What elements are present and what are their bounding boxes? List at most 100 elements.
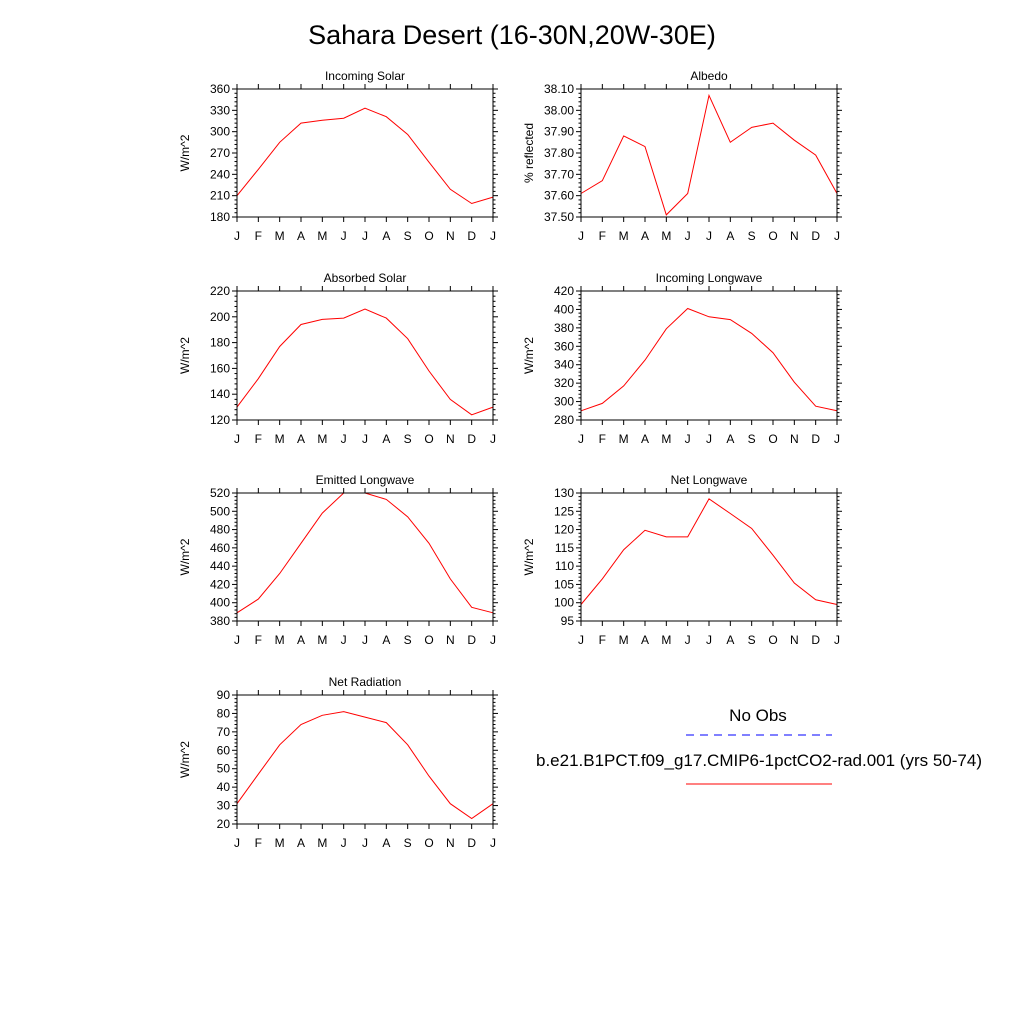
net-longwave-ytick-label: 110 [555, 559, 574, 573]
emitted-longwave-ytick-label: 520 [210, 486, 230, 500]
incoming-solar-xtick-label: J [362, 229, 368, 243]
incoming-longwave-xtick-label: J [834, 432, 840, 446]
emitted-longwave-xtick-label: J [490, 633, 496, 647]
absorbed-solar-xtick-label: M [275, 432, 285, 446]
albedo-xtick-label: J [578, 229, 584, 243]
albedo-xtick-label: J [685, 229, 691, 243]
legend-obs-label: No Obs [729, 706, 787, 725]
net-radiation-xtick-label: J [362, 836, 368, 850]
albedo-xtick-label: M [619, 229, 629, 243]
net-radiation-xtick-label: A [297, 836, 305, 850]
absorbed-solar-title: Absorbed Solar [324, 271, 407, 285]
absorbed-solar-xtick-label: J [341, 432, 347, 446]
incoming-longwave-xtick-label: A [726, 432, 734, 446]
net-longwave-xtick-label: J [685, 633, 691, 647]
incoming-longwave-xtick-label: M [619, 432, 629, 446]
emitted-longwave-xtick-label: F [255, 633, 262, 647]
incoming-solar-ytick-label: 180 [210, 210, 230, 224]
incoming-longwave-xtick-label: N [790, 432, 799, 446]
incoming-longwave-xtick-label: J [685, 432, 691, 446]
incoming-solar-ytick-label: 300 [210, 125, 230, 139]
albedo-xtick-label: N [790, 229, 799, 243]
net-longwave-xtick-label: A [726, 633, 734, 647]
emitted-longwave-ylabel: W/m^2 [178, 538, 192, 575]
emitted-longwave-xtick-label: A [297, 633, 305, 647]
net-radiation-series-line [236, 711, 494, 820]
incoming-solar-xtick-label: S [404, 229, 412, 243]
net-longwave-xtick-label: J [706, 633, 712, 647]
emitted-longwave-xtick-label: M [317, 633, 327, 647]
incoming-longwave-series-line [580, 307, 838, 412]
emitted-longwave-xtick-label: D [467, 633, 476, 647]
net-radiation-ytick-label: 50 [217, 762, 231, 776]
net-longwave-xtick-label: A [641, 633, 649, 647]
net-radiation-ytick-label: 80 [217, 706, 231, 720]
incoming-longwave-xtick-label: J [578, 432, 584, 446]
emitted-longwave-title: Emitted Longwave [316, 473, 415, 487]
incoming-longwave-xtick-label: M [661, 432, 671, 446]
emitted-longwave-series-line [236, 492, 494, 614]
albedo-series-line [580, 93, 838, 216]
incoming-solar-ytick-label: 360 [210, 82, 230, 96]
incoming-longwave-xtick-label: O [768, 432, 777, 446]
emitted-longwave-xtick-label: J [341, 633, 347, 647]
incoming-solar-xtick-label: J [341, 229, 347, 243]
incoming-longwave-ytick-label: 340 [554, 358, 574, 372]
absorbed-solar-xtick-label: J [362, 432, 368, 446]
emitted-longwave-ytick-label: 500 [210, 504, 230, 518]
net-radiation-xtick-label: M [275, 836, 285, 850]
emitted-longwave-frame [236, 492, 494, 622]
net-longwave-xtick-label: S [748, 633, 756, 647]
albedo-ytick-label: 37.90 [544, 125, 574, 139]
incoming-solar-title: Incoming Solar [325, 69, 405, 83]
albedo-ylabel: % reflected [522, 123, 536, 183]
emitted-longwave-xtick-label: O [424, 633, 433, 647]
incoming-longwave-frame [580, 290, 838, 421]
net-radiation-frame [236, 694, 494, 825]
net-radiation-title: Net Radiation [329, 675, 402, 689]
net-longwave-xtick-label: M [619, 633, 629, 647]
albedo-xtick-label: M [661, 229, 671, 243]
incoming-solar-ylabel: W/m^2 [178, 134, 192, 171]
net-longwave-series-line [580, 498, 838, 605]
emitted-longwave-xtick-label: S [404, 633, 412, 647]
net-radiation-xtick-label: A [382, 836, 390, 850]
incoming-solar-series-line [236, 107, 494, 205]
incoming-longwave-xtick-label: S [748, 432, 756, 446]
emitted-longwave-xtick-label: J [362, 633, 368, 647]
incoming-solar-xtick-label: M [275, 229, 285, 243]
incoming-longwave-xtick-label: D [811, 432, 820, 446]
albedo-xtick-label: F [599, 229, 606, 243]
albedo-xtick-label: O [768, 229, 777, 243]
albedo-title: Albedo [690, 69, 728, 83]
absorbed-solar-xtick-label: J [490, 432, 496, 446]
incoming-solar-xtick-label: A [297, 229, 305, 243]
legend-model-label: b.e21.B1PCT.f09_g17.CMIP6-1pctCO2-rad.00… [535, 751, 982, 770]
net-longwave-ytick-label: 115 [555, 541, 574, 555]
incoming-solar-ytick-label: 270 [210, 146, 230, 160]
net-radiation-ytick-label: 70 [217, 725, 231, 739]
incoming-longwave-ytick-label: 400 [554, 302, 574, 316]
incoming-longwave-ytick-label: 360 [554, 339, 574, 353]
absorbed-solar-ylabel: W/m^2 [178, 337, 192, 374]
albedo-ytick-label: 37.70 [544, 167, 574, 181]
incoming-solar-frame [236, 88, 494, 218]
net-longwave-panel: Net Longwave W/m^2 95 100 105 110 115 120 125 130… [522, 473, 842, 647]
absorbed-solar-xtick-label: A [297, 432, 305, 446]
net-longwave-title: Net Longwave [671, 473, 748, 487]
emitted-longwave-ytick-label: 420 [210, 577, 230, 591]
absorbed-solar-xtick-label: N [446, 432, 455, 446]
incoming-solar-ytick-label: 330 [210, 103, 230, 117]
net-radiation-ytick-label: 90 [217, 688, 231, 702]
albedo-xtick-label: D [811, 229, 820, 243]
incoming-longwave-ytick-label: 280 [554, 413, 574, 427]
legend-model-line [686, 783, 832, 785]
net-radiation-xtick-label: D [467, 836, 476, 850]
emitted-longwave-ytick-label: 460 [210, 541, 230, 555]
incoming-solar-panel: Incoming Solar W/m^2 180 210 240 270 300 330 360… [178, 69, 498, 243]
incoming-longwave-ylabel: W/m^2 [522, 337, 536, 374]
emitted-longwave-panel: Emitted Longwave W/m^2 380 400 420 440 460 480 5… [178, 473, 498, 647]
absorbed-solar-ytick-label: 120 [210, 413, 230, 427]
net-radiation-ytick-label: 30 [217, 799, 231, 813]
